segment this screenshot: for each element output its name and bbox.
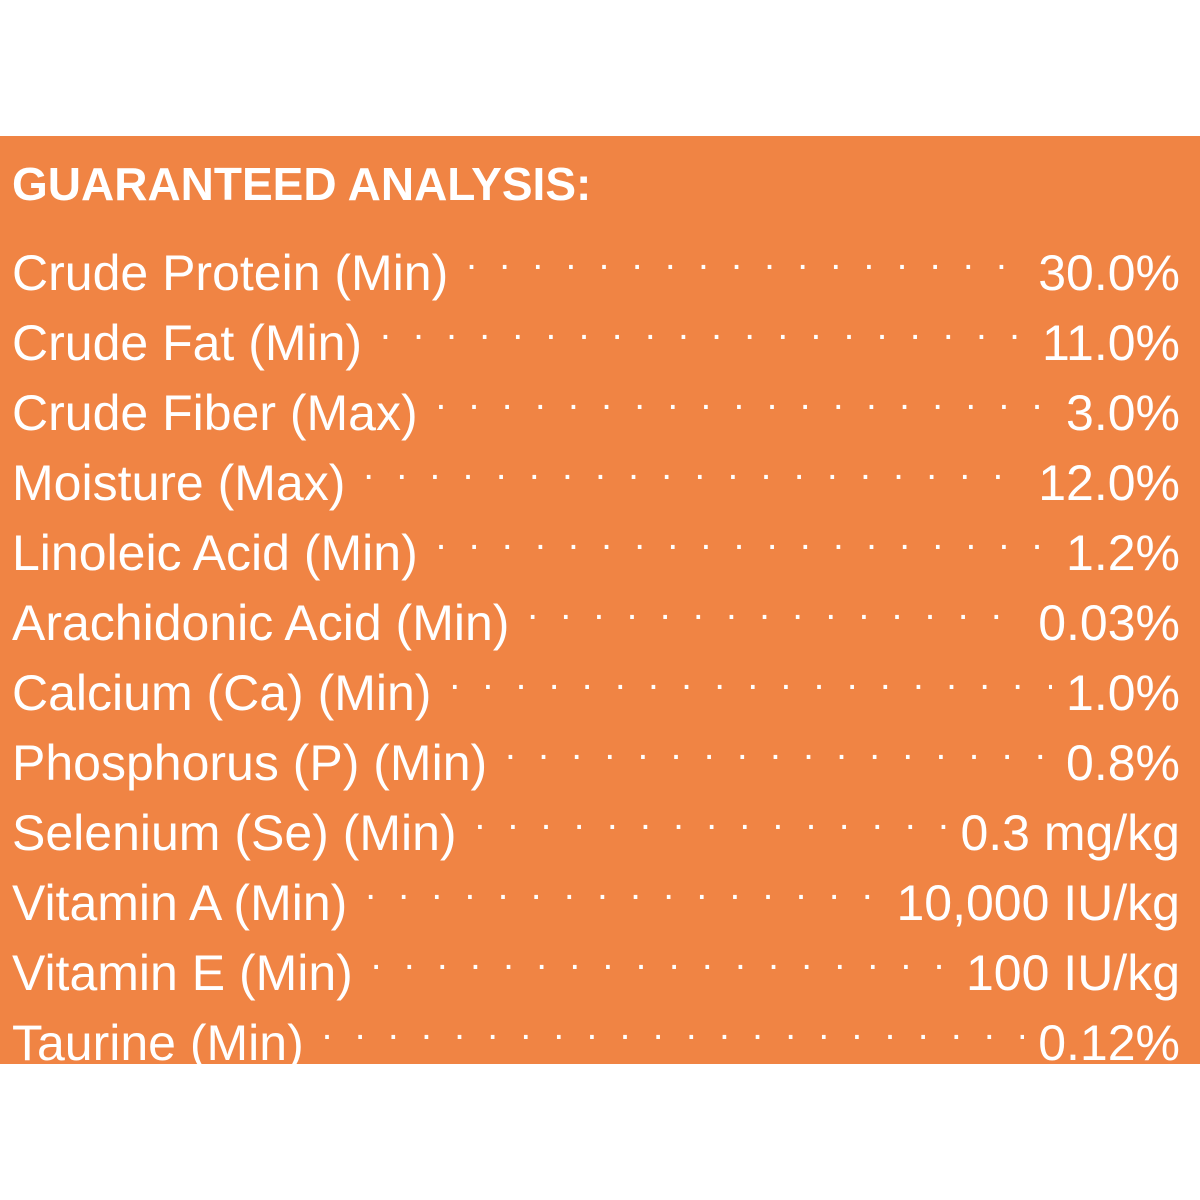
dot-leader <box>371 920 952 990</box>
row-label: Crude Protein (Min) <box>12 245 449 301</box>
row-label: Arachidonic Acid (Min) <box>12 595 510 651</box>
analysis-row-crude-protein: Crude Protein (Min) 30.0% <box>12 220 1180 301</box>
row-label: Linoleic Acid (Min) <box>12 525 418 581</box>
row-label: Moisture (Max) <box>12 455 346 511</box>
row-value: 0.12% <box>1038 1015 1180 1071</box>
analysis-row-moisture: Moisture (Max) 12.0% <box>12 430 1180 511</box>
dot-leader <box>475 780 947 850</box>
row-value: 11.0% <box>1041 315 1180 371</box>
dot-leader <box>363 430 1024 500</box>
dot-leader <box>436 360 1052 430</box>
analysis-row-crude-fat: Crude Fat (Min) 11.0% <box>12 290 1180 371</box>
row-label: Crude Fiber (Max) <box>12 385 418 441</box>
analysis-row-vitamin-e: Vitamin E (Min) 100 IU/kg <box>12 920 1180 1001</box>
row-value: 0.03% <box>1038 595 1180 651</box>
dot-leader <box>365 850 882 920</box>
row-label: Vitamin A (Min) <box>12 875 348 931</box>
guaranteed-analysis-panel: GUARANTEED ANALYSIS: Crude Protein (Min)… <box>0 136 1200 1071</box>
row-label: Calcium (Ca) (Min) <box>12 665 432 721</box>
dot-leader <box>505 710 1052 780</box>
row-value: 0.8% <box>1066 735 1180 791</box>
row-value: 30.0% <box>1038 245 1180 301</box>
row-value: 3.0% <box>1066 385 1180 441</box>
panel-heading: GUARANTEED ANALYSIS: <box>12 158 592 210</box>
dot-leader <box>466 220 1024 290</box>
analysis-row-linoleic-acid: Linoleic Acid (Min) 1.2% <box>12 500 1180 581</box>
dot-leader <box>380 290 1028 360</box>
row-label: Phosphorus (P) (Min) <box>12 735 488 791</box>
analysis-row-phosphorus: Phosphorus (P) (Min) 0.8% <box>12 710 1180 791</box>
row-label: Vitamin E (Min) <box>12 945 353 1001</box>
dot-leader <box>527 570 1024 640</box>
analysis-row-calcium: Calcium (Ca) (Min) 1.0% <box>12 640 1180 721</box>
row-label: Taurine (Min) <box>12 1015 304 1071</box>
dot-leader <box>449 640 1052 710</box>
analysis-list: Crude Protein (Min) 30.0% Crude Fat (Min… <box>12 220 1180 1071</box>
row-value: 1.2% <box>1066 525 1180 581</box>
analysis-row-arachidonic-acid: Arachidonic Acid (Min) 0.03% <box>12 570 1180 651</box>
row-value: 0.3 mg/kg <box>960 805 1180 861</box>
dot-leader <box>436 500 1052 570</box>
analysis-row-taurine: Taurine (Min) 0.12% <box>12 990 1180 1071</box>
row-value: 12.0% <box>1038 455 1180 511</box>
analysis-row-crude-fiber: Crude Fiber (Max) 3.0% <box>12 360 1180 441</box>
analysis-row-vitamin-a: Vitamin A (Min) 10,000 IU/kg <box>12 850 1180 931</box>
row-value: 1.0% <box>1066 665 1180 721</box>
dot-leader <box>322 990 1024 1060</box>
row-label: Crude Fat (Min) <box>12 315 363 371</box>
